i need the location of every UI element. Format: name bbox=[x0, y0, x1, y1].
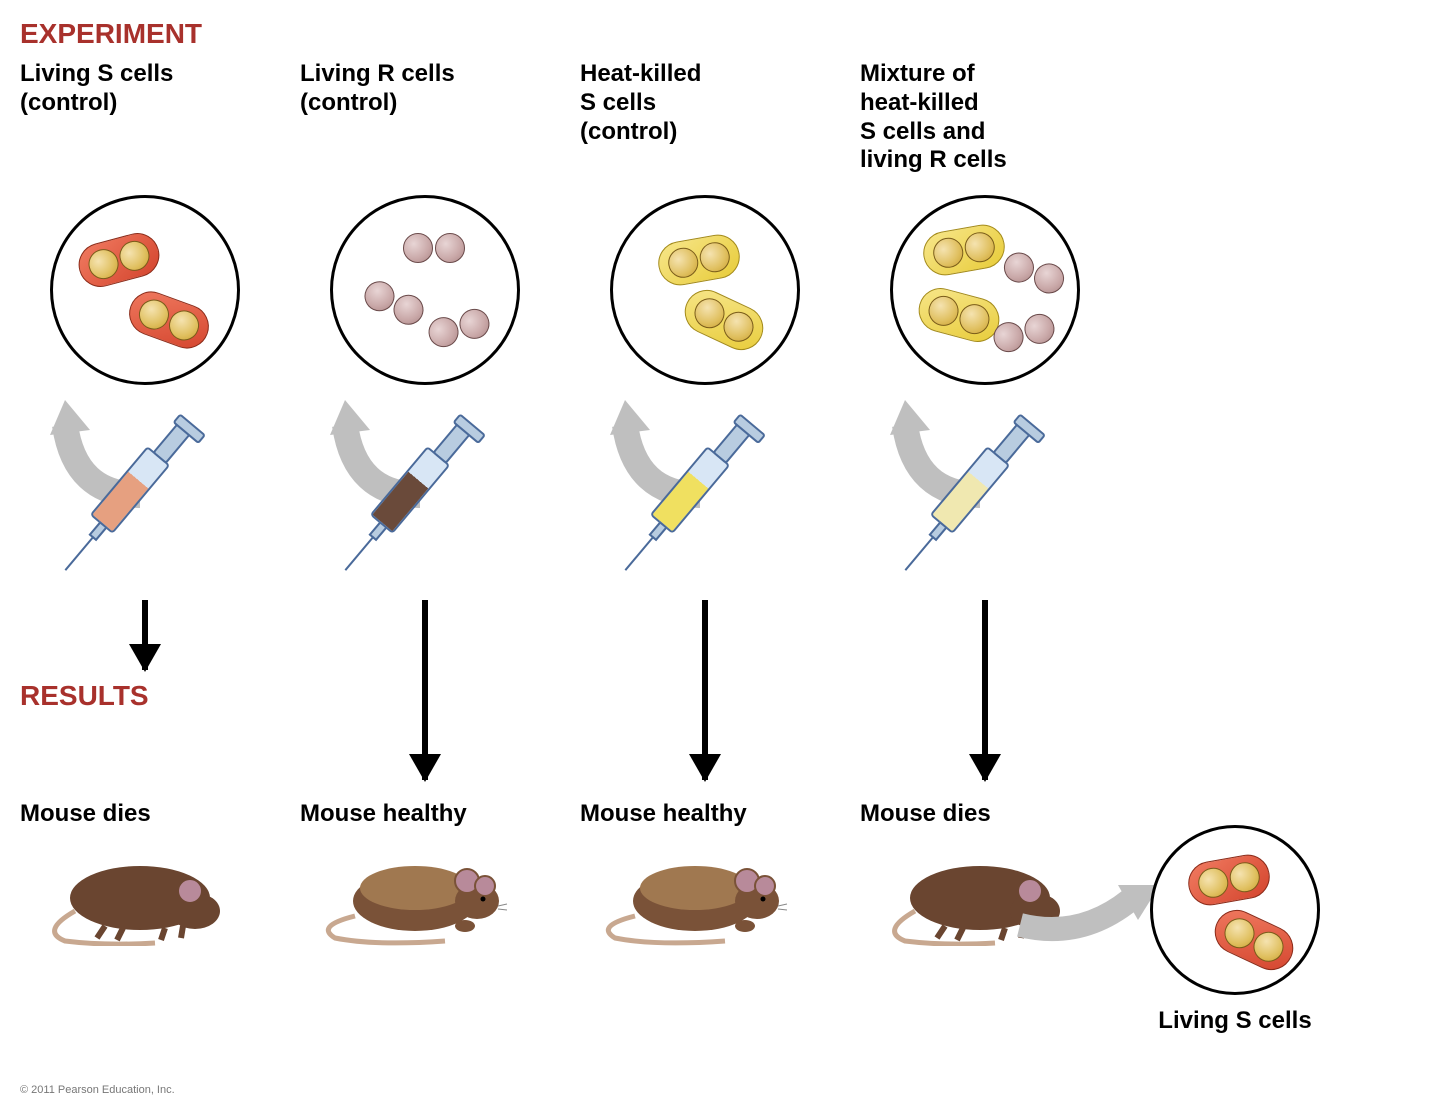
s-cell-capsule bbox=[1208, 903, 1301, 978]
col3-result: Mouse healthy bbox=[580, 800, 830, 828]
copyright-text: © 2011 Pearson Education, Inc. bbox=[20, 1084, 175, 1096]
col3-title: Heat-killedS cells(control) bbox=[580, 60, 830, 190]
column-heatkilled-s: Heat-killedS cells(control) Mouse health… bbox=[580, 60, 830, 946]
col2-mouse-healthy bbox=[325, 836, 525, 946]
result-arrow-icon bbox=[1010, 870, 1170, 950]
col4-syringe-area bbox=[885, 395, 1085, 595]
column-living-r: Living R cells(control) Mouse healthy bbox=[300, 60, 550, 946]
col3-syringe-area bbox=[605, 395, 805, 595]
final-result: Living S cells bbox=[1150, 820, 1320, 1035]
s-cell-capsule bbox=[1185, 851, 1273, 909]
col1-petri bbox=[50, 195, 240, 385]
heatkilled-s-capsule bbox=[678, 283, 771, 358]
col3-mouse-healthy bbox=[605, 836, 805, 946]
r-cell-pair bbox=[990, 310, 1058, 355]
col4-result: Mouse dies bbox=[860, 800, 1110, 828]
final-label: Living S cells bbox=[1158, 1007, 1311, 1035]
col1-syringe-area bbox=[45, 395, 245, 595]
col4-title: Mixture ofheat-killedS cells andliving R… bbox=[860, 60, 1110, 190]
r-cell-pair bbox=[403, 233, 465, 263]
col1-title: Living S cells(control) bbox=[20, 60, 270, 190]
s-cell-capsule bbox=[123, 285, 215, 354]
col1-mouse-dead bbox=[45, 836, 245, 946]
heatkilled-s-capsule bbox=[914, 283, 1005, 347]
down-arrow-icon bbox=[142, 600, 148, 670]
column-living-s: Living S cells(control) Mouse dies bbox=[20, 60, 270, 946]
heatkilled-s-capsule bbox=[920, 221, 1008, 279]
col3-petri bbox=[610, 195, 800, 385]
heatkilled-s-capsule bbox=[655, 231, 743, 289]
r-cell-pair bbox=[425, 305, 493, 350]
col2-petri bbox=[330, 195, 520, 385]
final-petri bbox=[1150, 825, 1320, 995]
col1-result: Mouse dies bbox=[20, 800, 270, 828]
r-cell-pair bbox=[360, 276, 429, 329]
down-arrow-icon bbox=[422, 600, 428, 780]
col4-petri bbox=[890, 195, 1080, 385]
experiment-columns: Living S cells(control) Mouse dies bbox=[20, 60, 1110, 946]
heading-experiment: EXPERIMENT bbox=[20, 18, 202, 50]
col2-syringe-area bbox=[325, 395, 525, 595]
down-arrow-icon bbox=[982, 600, 988, 780]
r-cell-pair bbox=[1000, 248, 1069, 297]
col2-title: Living R cells(control) bbox=[300, 60, 550, 190]
column-mixture: Mixture ofheat-killedS cells andliving R… bbox=[860, 60, 1110, 946]
down-arrow-icon bbox=[702, 600, 708, 780]
col2-result: Mouse healthy bbox=[300, 800, 550, 828]
s-cell-capsule bbox=[74, 228, 165, 292]
